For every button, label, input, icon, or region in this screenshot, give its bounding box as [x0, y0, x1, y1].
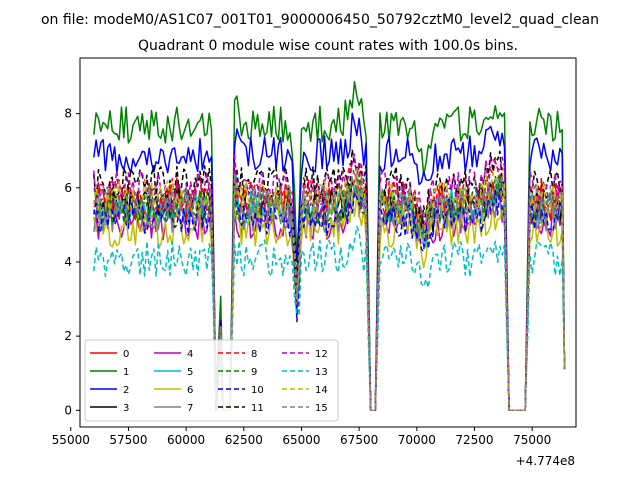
series-line-13 — [93, 225, 566, 412]
legend-label-0: 0 — [123, 349, 129, 360]
plot-frame — [79, 57, 577, 428]
figure-suptitle: on file: modeM0/AS1C07_001T01_9000006450… — [41, 12, 599, 28]
series-line-9 — [93, 172, 566, 412]
x-axis: 55000 57500 60000 62500 65000 67500 70000 72500… — [52, 427, 551, 447]
legend-label-5: 5 — [187, 367, 193, 378]
y-tick-label: 2 — [64, 329, 72, 343]
legend-label-9: 9 — [251, 367, 257, 378]
x-tick-label: 62500 — [225, 433, 263, 447]
legend-label-8: 8 — [251, 349, 257, 360]
x-tick-label: 67500 — [340, 433, 378, 447]
y-tick-label: 6 — [64, 181, 72, 195]
x-tick-label: 70000 — [398, 433, 436, 447]
legend-label-3: 3 — [123, 403, 129, 414]
y-tick-label: 4 — [64, 255, 72, 269]
legend-label-13: 13 — [315, 367, 328, 378]
chart-title: Quadrant 0 module wise count rates with … — [138, 38, 518, 54]
x-tick-label: 55000 — [52, 433, 90, 447]
series-line-8 — [93, 160, 566, 412]
series-line-1 — [93, 80, 566, 412]
y-axis: 0 2 4 6 8 — [64, 107, 80, 417]
x-tick-label: 75000 — [513, 433, 551, 447]
legend-label-6: 6 — [187, 385, 193, 396]
x-tick-label: 60000 — [167, 433, 205, 447]
x-tick-label: 65000 — [282, 433, 320, 447]
legend-label-12: 12 — [315, 349, 328, 360]
legend-label-14: 14 — [315, 385, 328, 396]
x-tick-label: 57500 — [109, 433, 147, 447]
x-tick-label: 72500 — [455, 433, 493, 447]
y-tick-label: 8 — [64, 107, 72, 121]
legend-label-4: 4 — [187, 349, 193, 360]
series-line-10 — [93, 185, 566, 412]
series-line-2 — [93, 112, 566, 412]
x-offset-label: +4.774e8 — [516, 454, 575, 468]
legend-label-7: 7 — [187, 403, 193, 414]
legend-box — [84, 339, 339, 422]
series-line-15 — [93, 172, 566, 412]
legend-label-1: 1 — [123, 367, 129, 378]
legend-label-11: 11 — [251, 403, 264, 414]
series-line-12 — [93, 152, 566, 412]
series-lines — [93, 80, 566, 412]
legend-label-10: 10 — [251, 385, 264, 396]
legend-label-15: 15 — [315, 403, 328, 414]
legend-label-2: 2 — [123, 385, 129, 396]
y-tick-label: 0 — [64, 403, 72, 417]
